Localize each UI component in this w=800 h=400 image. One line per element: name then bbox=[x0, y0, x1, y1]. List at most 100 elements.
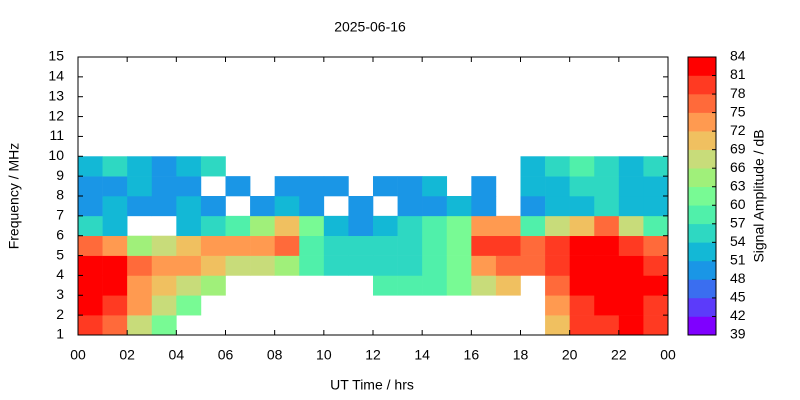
y-tick-label: 1 bbox=[56, 326, 64, 342]
heatmap-cell bbox=[545, 235, 570, 256]
heatmap-cell bbox=[520, 255, 546, 276]
heatmap-cell bbox=[422, 196, 448, 217]
colorbar-tick-label: 72 bbox=[730, 122, 746, 138]
colorbar-band bbox=[688, 94, 716, 113]
heatmap-cell bbox=[78, 255, 103, 276]
heatmap-cell bbox=[594, 235, 620, 256]
heatmap-cell bbox=[495, 215, 521, 237]
heatmap-cell bbox=[151, 176, 177, 197]
heatmap-cell bbox=[274, 235, 300, 256]
heatmap-cell bbox=[569, 176, 595, 197]
heatmap-cell bbox=[323, 235, 349, 256]
heatmap-cell bbox=[569, 235, 595, 256]
heatmap-cell bbox=[151, 196, 177, 217]
heatmap-cell bbox=[569, 196, 595, 217]
heatmap-cell bbox=[643, 275, 669, 296]
chart-title: 2025-06-16 bbox=[334, 19, 406, 35]
x-tick-label: 22 bbox=[611, 347, 627, 363]
y-tick-label: 14 bbox=[48, 68, 64, 84]
heatmap-cell bbox=[618, 235, 644, 256]
colorbar-band bbox=[688, 149, 716, 169]
heatmap-cell bbox=[176, 255, 202, 276]
heatmap-cell bbox=[323, 176, 349, 197]
heatmap-cell bbox=[397, 196, 423, 217]
colorbar-tick-label: 45 bbox=[730, 289, 746, 305]
heatmap-cell bbox=[471, 215, 497, 237]
heatmap-cell bbox=[225, 235, 251, 256]
colorbar-band bbox=[688, 57, 716, 76]
heatmap-cell bbox=[176, 156, 202, 177]
colorbar-band bbox=[688, 75, 716, 95]
heatmap-cell bbox=[446, 215, 472, 237]
x-tick-label: 10 bbox=[316, 347, 332, 363]
x-tick-label: 14 bbox=[414, 347, 430, 363]
heatmap-cell bbox=[569, 295, 595, 316]
heatmap-cell bbox=[422, 255, 448, 276]
heatmap-cell bbox=[618, 315, 644, 336]
heatmap-cell bbox=[102, 255, 128, 276]
heatmap-cell bbox=[176, 196, 202, 217]
heatmap-cell bbox=[520, 235, 546, 256]
heatmap-cell bbox=[643, 215, 669, 237]
heatmap-cell bbox=[569, 255, 595, 276]
x-tick-label: 12 bbox=[365, 347, 381, 363]
x-tick-label: 02 bbox=[119, 347, 135, 363]
colorbar-band bbox=[688, 186, 716, 206]
y-tick-label: 13 bbox=[48, 87, 64, 103]
y-tick-label: 15 bbox=[48, 48, 64, 64]
heatmap-cell bbox=[274, 255, 300, 276]
heatmap-cell bbox=[569, 215, 595, 237]
heatmap-cell bbox=[250, 215, 275, 237]
heatmap-cell bbox=[373, 215, 398, 237]
heatmap-cell bbox=[176, 235, 202, 256]
heatmap-cell bbox=[545, 255, 570, 276]
y-tick-label: 9 bbox=[56, 167, 64, 183]
x-axis-label: UT Time / hrs bbox=[330, 377, 414, 393]
heatmap-cell bbox=[618, 215, 644, 237]
heatmap-cell bbox=[520, 156, 546, 177]
heatmap-cell bbox=[545, 215, 570, 237]
heatmap-cell bbox=[545, 275, 570, 296]
colorbar-tick-label: 42 bbox=[730, 307, 746, 323]
y-tick-label: 10 bbox=[48, 147, 64, 163]
colorbar-tick-label: 78 bbox=[730, 85, 746, 101]
y-tick-label: 2 bbox=[56, 306, 64, 322]
heatmap-cell bbox=[446, 255, 472, 276]
heatmap-cell bbox=[250, 235, 275, 256]
heatmap-cell bbox=[594, 176, 620, 197]
heatmap-cell bbox=[78, 315, 103, 336]
x-tick-label: 04 bbox=[169, 347, 185, 363]
heatmap-cell bbox=[471, 275, 497, 296]
heatmap-cell bbox=[618, 156, 644, 177]
heatmap-cell bbox=[127, 275, 153, 296]
colorbar-tick-label: 48 bbox=[730, 270, 746, 286]
heatmap-cell bbox=[176, 215, 202, 237]
heatmap-cell bbox=[299, 176, 325, 197]
heatmap-cell bbox=[176, 275, 202, 296]
heatmap-cell bbox=[348, 255, 374, 276]
heatmap-cell bbox=[200, 196, 226, 217]
y-tick-label: 7 bbox=[56, 207, 64, 223]
heatmap-cell bbox=[176, 295, 202, 316]
heatmap-cell bbox=[348, 196, 374, 217]
heatmap-cell bbox=[569, 315, 595, 336]
heatmap-cell bbox=[102, 176, 128, 197]
heatmap-cell bbox=[127, 295, 153, 316]
heatmap-cell bbox=[618, 255, 644, 276]
heatmap-cell bbox=[200, 215, 226, 237]
heatmap-cell bbox=[151, 255, 177, 276]
heatmap-cell bbox=[545, 176, 570, 197]
heatmap-cell bbox=[471, 255, 497, 276]
heatmap-cell bbox=[78, 176, 103, 197]
heatmap-cell bbox=[618, 275, 644, 296]
heatmap-cell bbox=[397, 255, 423, 276]
heatmap-cell bbox=[225, 255, 251, 276]
heatmap-cell bbox=[545, 295, 570, 316]
heatmap-cell bbox=[274, 215, 300, 237]
heatmap-cell bbox=[200, 275, 226, 296]
heatmap-cell bbox=[446, 235, 472, 256]
heatmap-cell bbox=[274, 196, 300, 217]
y-tick-label: 8 bbox=[56, 187, 64, 203]
x-tick-label: 00 bbox=[660, 347, 676, 363]
